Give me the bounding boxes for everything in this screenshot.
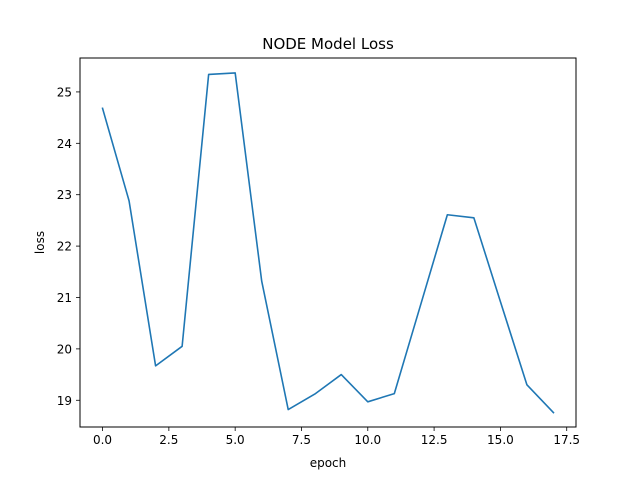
data-point (102, 107, 104, 109)
data-point (500, 301, 502, 303)
data-point (473, 217, 475, 219)
data-point (128, 200, 130, 202)
data-point (261, 280, 263, 282)
x-tick-label: 17.5 (553, 433, 580, 447)
y-tick-label: 25 (57, 85, 72, 99)
data-point (208, 74, 210, 76)
x-tick-label: 12.5 (421, 433, 448, 447)
y-tick-label: 22 (57, 240, 72, 254)
y-tick-label: 19 (57, 394, 72, 408)
plot-frame (79, 57, 577, 428)
x-tick-label: 10.0 (354, 433, 381, 447)
y-tick-label: 23 (57, 188, 72, 202)
x-axis: 0.0 2.5 5.0 7.5 10.0 12.5 15.0 17.5 (93, 427, 580, 447)
x-tick-label: 7.5 (292, 433, 311, 447)
x-axis-label: epoch (310, 456, 347, 470)
data-point (446, 214, 448, 216)
data-point (393, 393, 395, 395)
data-point (181, 345, 183, 347)
y-tick-label: 21 (57, 291, 72, 305)
data-point (420, 303, 422, 305)
data-point (367, 401, 369, 403)
x-tick-label: 0.0 (93, 433, 112, 447)
data-point (340, 374, 342, 376)
chart-title: NODE Model Loss (262, 35, 394, 53)
x-tick-label: 5.0 (226, 433, 245, 447)
y-axis-label: loss (33, 231, 47, 254)
data-point (234, 72, 236, 74)
x-tick-label: 15.0 (487, 433, 514, 447)
data-point (553, 412, 555, 414)
y-tick-label: 20 (57, 342, 72, 356)
data-point (526, 384, 528, 386)
data-point (155, 365, 157, 367)
data-point (287, 409, 289, 411)
x-tick-label: 2.5 (159, 433, 178, 447)
plot-area (101, 72, 555, 414)
y-axis: 19 20 21 22 23 24 25 (57, 85, 80, 408)
data-point (314, 393, 316, 395)
series-line-0 (101, 72, 555, 414)
y-tick-label: 24 (57, 137, 72, 151)
